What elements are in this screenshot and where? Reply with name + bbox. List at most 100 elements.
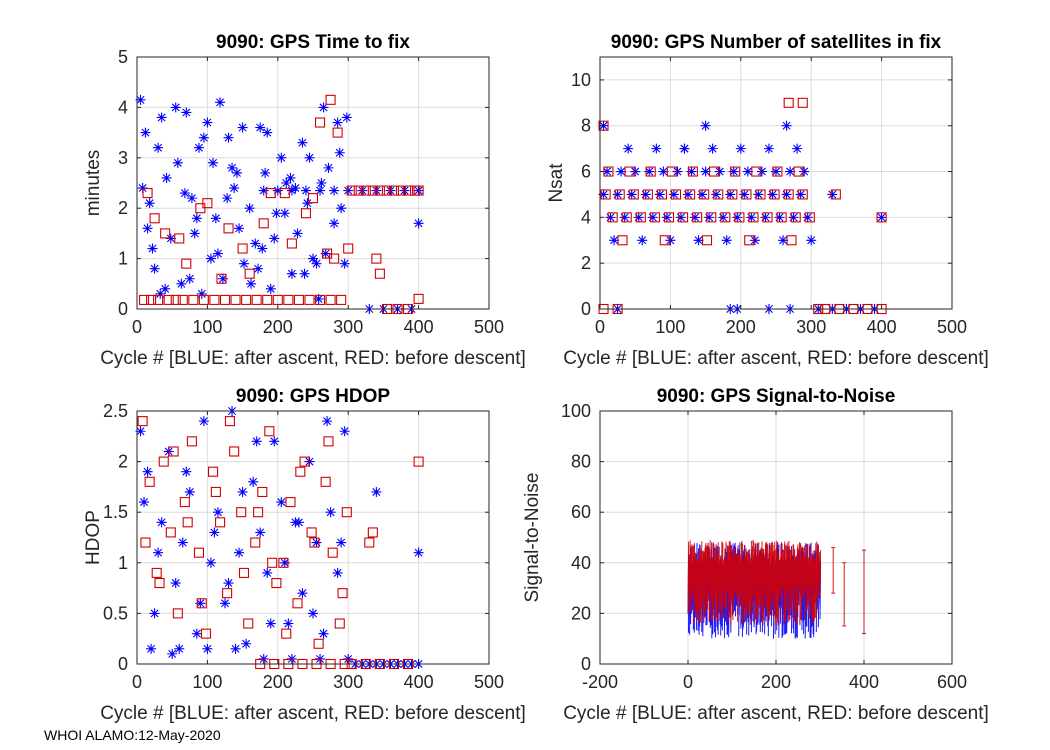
data-point-ascent	[413, 185, 424, 196]
data-layer	[135, 94, 424, 315]
data-point-descent	[367, 527, 378, 538]
data-point-descent	[236, 507, 247, 518]
data-point-ascent	[286, 653, 297, 664]
data-point-ascent	[300, 185, 311, 196]
data-point-ascent	[222, 193, 233, 204]
data-point-ascent	[271, 208, 282, 219]
data-point-ascent	[329, 218, 340, 229]
data-point-ascent	[230, 643, 241, 654]
data-point-ascent	[237, 122, 248, 133]
data-point-descent	[402, 185, 414, 196]
data-point-ascent	[651, 143, 662, 154]
data-point-ascent	[767, 189, 778, 200]
data-point-ascent	[285, 172, 296, 183]
x-tick-label: 200	[263, 317, 293, 337]
data-point-descent	[216, 273, 227, 284]
data-point-ascent	[647, 212, 658, 223]
data-point-descent	[762, 212, 773, 223]
x-tick-label: 0	[683, 672, 693, 692]
chart-panel-1: 0 100 200 300 400 500 0 1 2 3 4 5 9090: GPS Time to …	[83, 32, 526, 369]
data-point-descent	[748, 212, 759, 223]
data-point-ascent	[244, 203, 255, 214]
data-point-ascent	[283, 618, 294, 629]
data-point-ascent	[255, 122, 266, 133]
data-point-ascent	[633, 212, 644, 223]
data-point-descent	[751, 166, 762, 177]
data-point-ascent	[135, 426, 146, 437]
data-point-descent	[320, 476, 331, 487]
data-point-ascent	[778, 235, 789, 246]
data-point-ascent	[774, 212, 785, 223]
data-point-descent	[797, 97, 808, 108]
data-point-descent	[313, 638, 324, 649]
data-point-ascent	[799, 166, 810, 177]
data-point-ascent	[170, 102, 181, 113]
data-point-ascent	[304, 152, 315, 163]
data-point-descent	[207, 466, 219, 477]
data-point-ascent	[272, 185, 283, 196]
data-point-ascent	[700, 120, 711, 131]
data-point-ascent	[269, 233, 280, 244]
data-point-ascent	[217, 273, 228, 284]
data-point-descent	[144, 476, 155, 487]
data-point-ascent	[725, 189, 736, 200]
y-tick-label: 40	[571, 553, 591, 573]
data-point-ascent	[876, 212, 887, 223]
data-point-ascent	[191, 213, 202, 224]
data-point-descent	[306, 527, 317, 538]
y-tick-label: 1.5	[103, 502, 128, 522]
data-point-descent	[285, 497, 296, 508]
data-point-ascent	[665, 235, 676, 246]
data-point-descent	[279, 188, 290, 199]
y-tick-label: 3	[118, 148, 128, 168]
data-point-ascent	[334, 147, 345, 158]
data-point-descent	[172, 608, 183, 619]
data-point-ascent	[336, 537, 347, 548]
data-point-ascent	[623, 143, 634, 154]
data-point-descent	[772, 166, 783, 177]
data-point-ascent	[286, 185, 297, 196]
x-axis-label: Cycle # [BLUE: after ascent, RED: before…	[563, 348, 989, 369]
data-point-descent	[215, 517, 226, 528]
data-point-descent	[170, 294, 181, 305]
data-point-ascent	[760, 212, 771, 223]
data-point-descent	[607, 212, 618, 223]
data-point-ascent	[193, 142, 204, 153]
data-point-ascent	[339, 426, 350, 437]
data-point-ascent	[153, 142, 164, 153]
data-point-descent	[334, 618, 345, 629]
data-point-ascent	[220, 598, 230, 609]
data-point-ascent	[619, 212, 630, 223]
data-point-ascent	[749, 235, 760, 246]
data-point-ascent	[156, 112, 167, 123]
x-tick-label: 500	[937, 317, 967, 337]
data-point-descent	[264, 426, 275, 437]
data-point-descent	[224, 416, 235, 427]
data-point-descent	[299, 456, 310, 467]
data-point-ascent	[234, 547, 245, 558]
data-point-descent	[776, 212, 787, 223]
data-point-ascent	[654, 189, 665, 200]
data-point-ascent	[413, 547, 424, 558]
data-point-ascent	[795, 189, 806, 200]
data-point-descent	[314, 294, 326, 305]
data-point-descent	[635, 212, 646, 223]
data-point-ascent	[202, 117, 213, 128]
data-point-ascent	[788, 212, 799, 223]
plot-area	[600, 57, 952, 309]
data-point-ascent	[297, 588, 308, 599]
data-point-ascent	[265, 283, 276, 294]
y-tick-label: 0	[118, 299, 128, 319]
chart-title: 9090: GPS Signal-to-Noise	[657, 386, 896, 407]
data-point-ascent	[246, 278, 257, 289]
data-point-descent	[388, 185, 400, 196]
data-point-ascent	[210, 213, 221, 224]
data-point-ascent	[683, 189, 693, 200]
data-point-ascent	[742, 166, 753, 177]
data-point-descent	[793, 166, 804, 177]
data-point-ascent	[184, 273, 195, 284]
data-point-ascent	[215, 97, 226, 108]
data-point-ascent	[258, 653, 269, 664]
data-point-ascent	[140, 127, 151, 138]
x-tick-label: 500	[474, 672, 504, 692]
